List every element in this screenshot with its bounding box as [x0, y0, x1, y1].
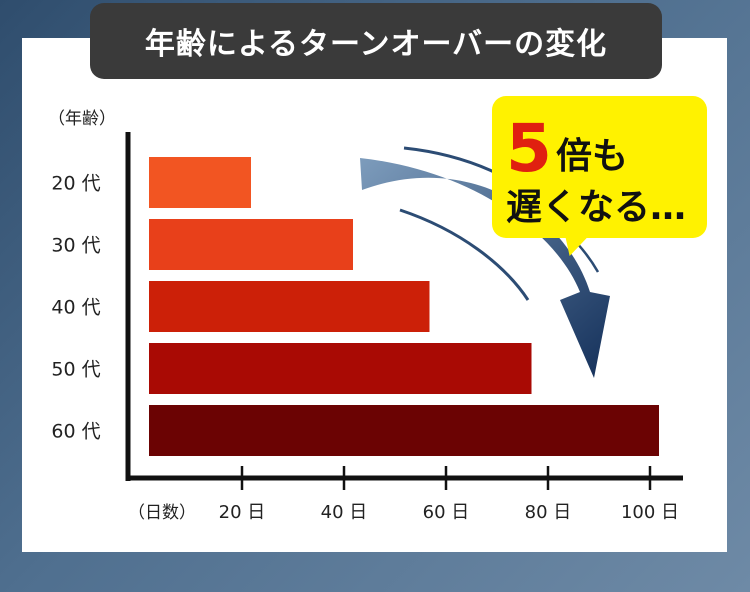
- x-tick-label: 40 日: [321, 502, 368, 523]
- callout-bubble: [492, 96, 707, 238]
- x-tick-label: 20 日: [219, 502, 266, 523]
- bar-4: [149, 343, 532, 394]
- category-label: 40 代: [51, 297, 100, 319]
- category-label: 20 代: [51, 173, 100, 195]
- bar-1: [149, 157, 251, 208]
- callout-first-line: 5 倍も: [506, 104, 628, 182]
- axes-group: [125, 132, 683, 490]
- category-label: 50 代: [51, 359, 100, 381]
- x-axis-title: （日数）: [128, 503, 196, 523]
- x-tick-label: 100 日: [621, 502, 679, 523]
- bar-3: [149, 281, 430, 332]
- bars-group: [149, 157, 659, 456]
- callout-number: 5: [506, 110, 552, 187]
- x-tick-label: 60 日: [423, 502, 470, 523]
- category-label: 30 代: [51, 235, 100, 257]
- labels-group: 20 代 30 代 40 代 50 代 60 代 20 日 40 日 60 日 80 日 100 …: [51, 173, 679, 524]
- category-label: 60 代: [51, 421, 100, 443]
- callout-text-2: 遅くなる…: [506, 187, 687, 228]
- x-tick-label: 80 日: [525, 502, 572, 523]
- bar-5: [149, 405, 659, 456]
- bar-2: [149, 219, 353, 270]
- chart-title: 年齢によるターンオーバーの変化: [90, 3, 662, 79]
- y-axis-title: （年齢）: [48, 109, 116, 129]
- callout-text-1: 倍も: [555, 136, 628, 177]
